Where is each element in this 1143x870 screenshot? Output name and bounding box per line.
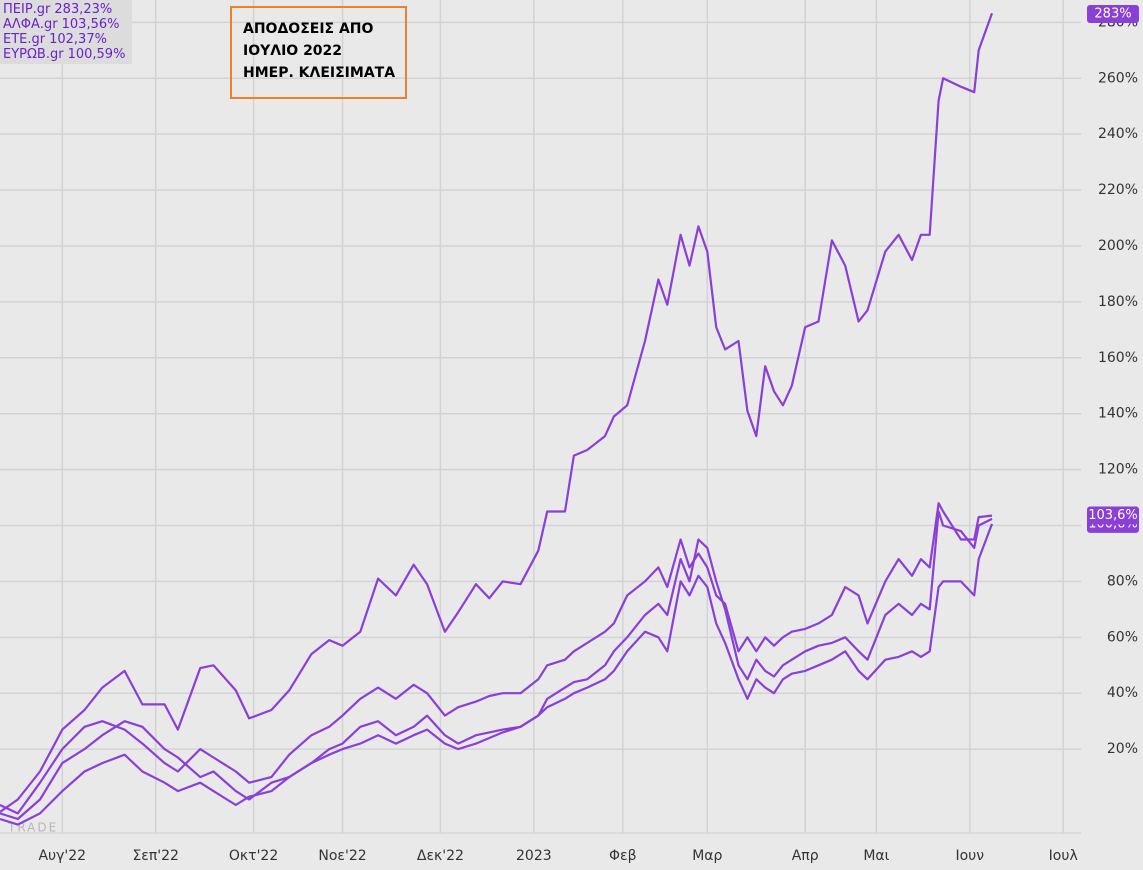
- title-line: ΗΜΕΡ. ΚΛΕΙΣΙΜΑΤΑ: [243, 65, 395, 81]
- legend-box: [0, 0, 132, 64]
- legend-name: ΕΥΡΩΒ.gr: [3, 47, 64, 62]
- x-tick-label: Αυγ'22: [38, 848, 86, 864]
- y-tick-label: 140%: [1098, 406, 1138, 422]
- legend-value: 102,37%: [49, 32, 107, 47]
- x-tick-label: Μαρ: [692, 848, 722, 864]
- y-tick-label: 40%: [1107, 685, 1138, 701]
- x-tick-label: Ιουν: [955, 848, 984, 864]
- title-line: ΑΠΟΔΟΣΕΙΣ ΑΠΟ: [243, 21, 374, 37]
- x-tick-label: Οκτ'22: [229, 848, 278, 864]
- series-line: [0, 12, 994, 813]
- legend-name: ΑΛΦΑ.gr: [3, 17, 58, 32]
- series-line: [0, 502, 993, 815]
- series-line: [0, 523, 994, 826]
- end-badge-label: 103,6%: [1088, 508, 1138, 523]
- legend-entry: ΕΤΕ.gr 102,37%: [3, 32, 107, 47]
- y-tick-label: 180%: [1098, 294, 1138, 310]
- x-tick-label: Σεπ'22: [132, 848, 179, 864]
- x-tick-label: Μαι: [863, 848, 889, 864]
- y-tick-label: 60%: [1107, 629, 1138, 645]
- legend-entry: ΕΥΡΩΒ.gr 100,59%: [3, 47, 125, 62]
- legend-name: ΕΤΕ.gr: [3, 32, 46, 47]
- y-tick-label: 120%: [1098, 462, 1138, 478]
- legend-value: 100,59%: [68, 47, 126, 62]
- x-tick-label: 2023: [516, 848, 552, 864]
- series-line: [0, 510, 993, 821]
- x-tick-label: Δεκ'22: [417, 848, 464, 864]
- x-tick-label: Νοε'22: [318, 848, 366, 864]
- legend-entry: ΠΕΙΡ.gr 283,23%: [3, 2, 112, 17]
- legend-name: ΠΕΙΡ.gr: [3, 2, 51, 17]
- end-badge-label: 283%: [1094, 6, 1131, 21]
- title-box: [230, 6, 407, 99]
- title-line: ΙΟΥΛΙΟ 2022: [243, 43, 342, 59]
- end-badge: [1087, 506, 1139, 525]
- y-tick-label: 160%: [1098, 350, 1138, 366]
- legend-entry: ΑΛΦΑ.gr 103,56%: [3, 17, 119, 32]
- y-tick-label: 240%: [1098, 126, 1138, 142]
- y-tick-label: 80%: [1107, 573, 1138, 589]
- legend-value: 103,56%: [62, 17, 120, 32]
- x-tick-label: Απρ: [792, 848, 819, 864]
- x-tick-label: Φεβ: [609, 848, 637, 864]
- y-tick-label: 20%: [1107, 741, 1138, 757]
- x-tick-label: Ιουλ: [1049, 848, 1078, 864]
- y-tick-label: 200%: [1098, 238, 1138, 254]
- y-tick-label: 260%: [1098, 70, 1138, 86]
- end-badge: [1087, 4, 1139, 23]
- y-tick-label: 220%: [1098, 182, 1138, 198]
- legend-value: 283,23%: [54, 2, 112, 17]
